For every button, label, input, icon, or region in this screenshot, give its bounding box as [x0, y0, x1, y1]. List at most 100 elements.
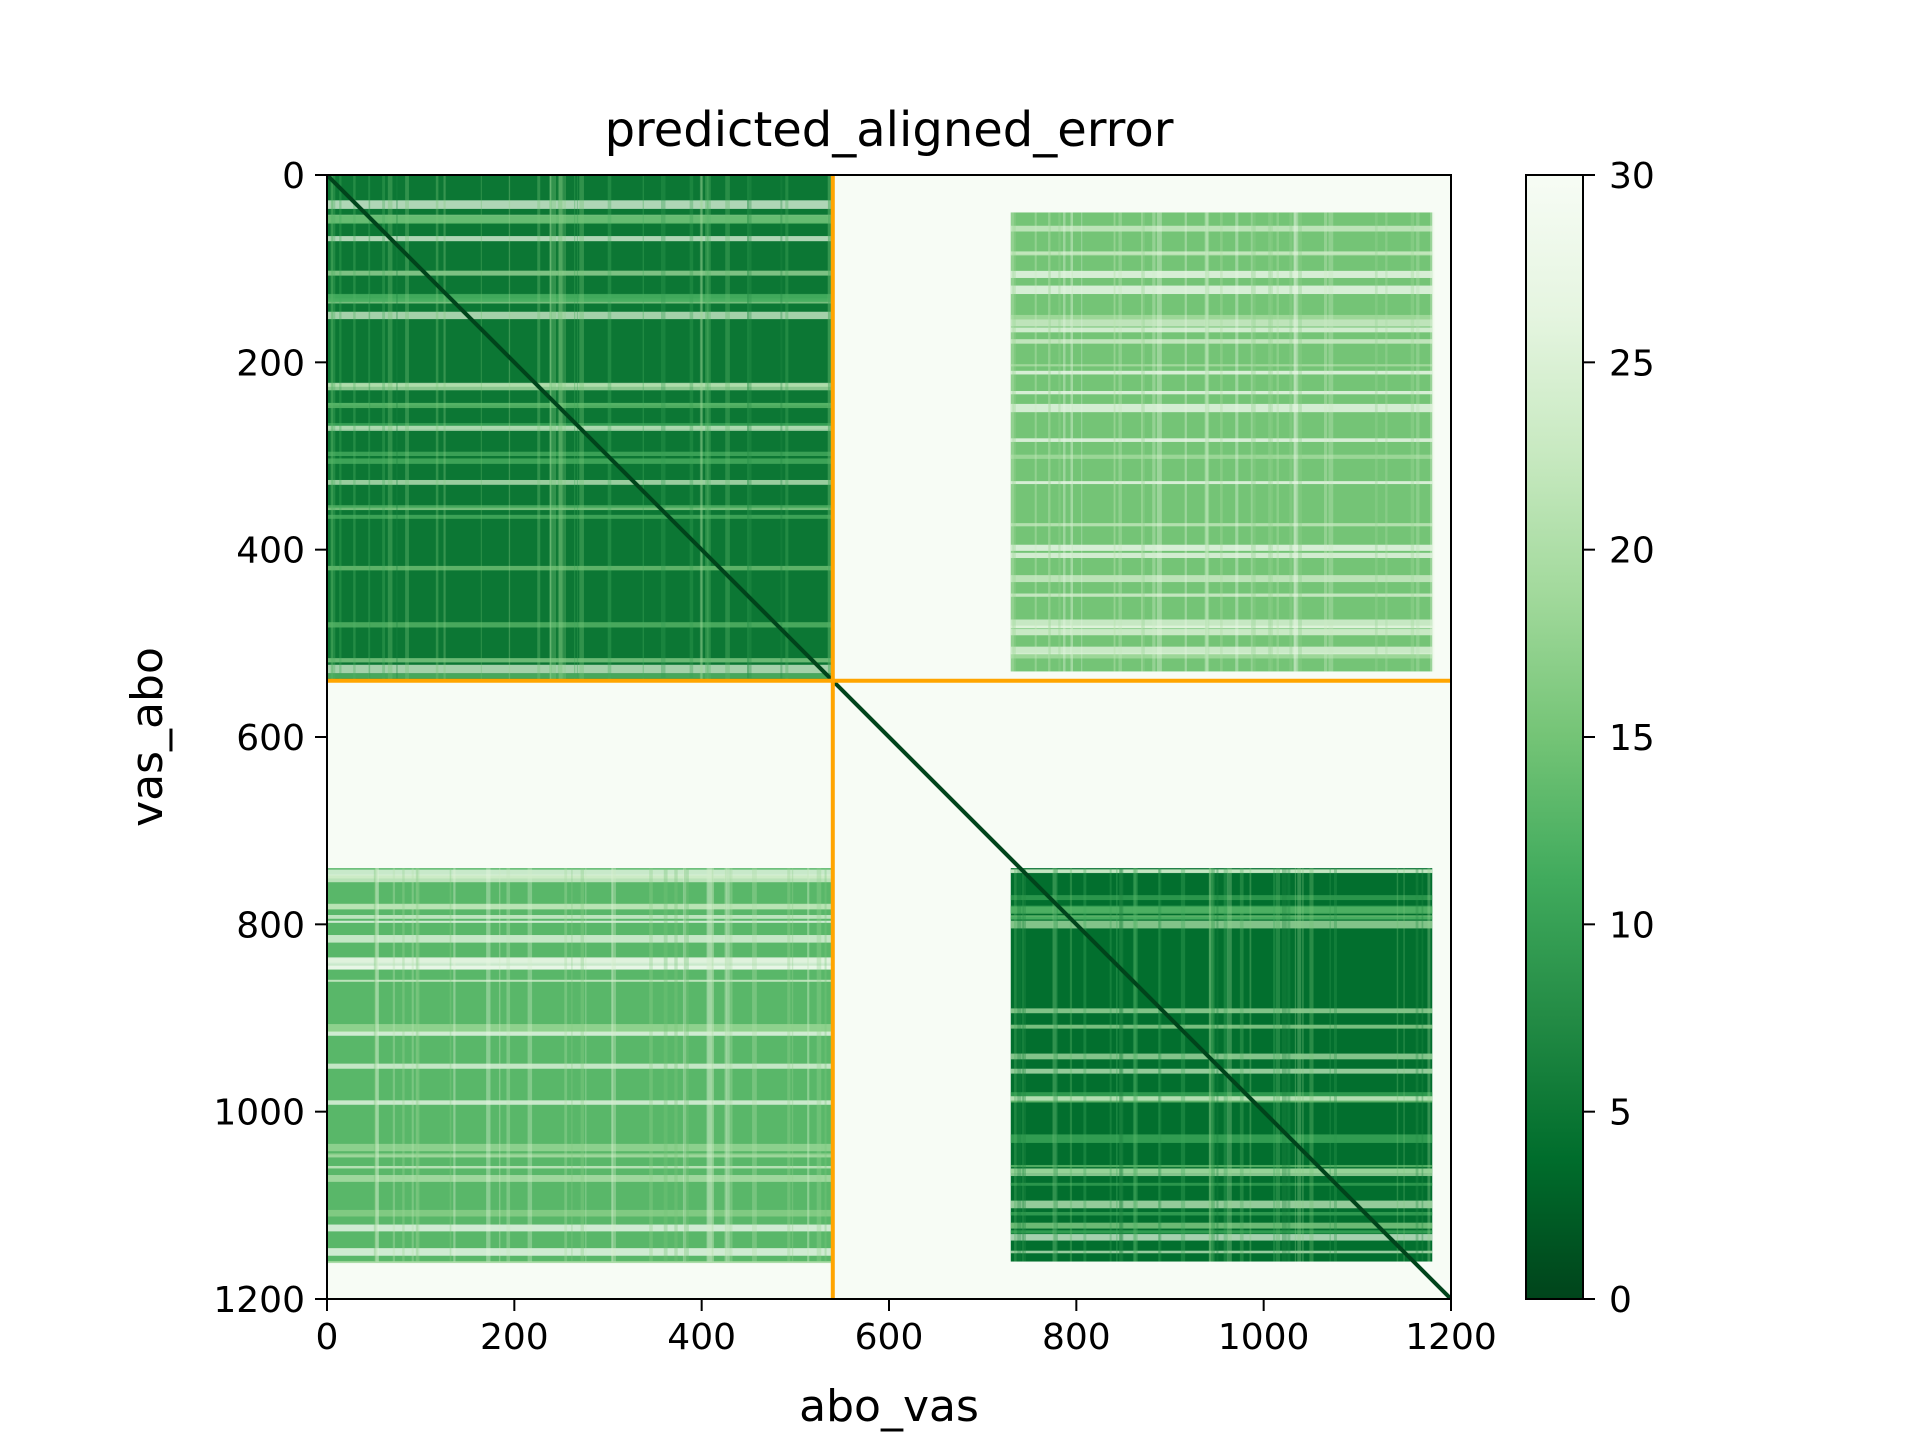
heatmap-stripe-v: [1158, 868, 1162, 1262]
heatmap-stripe-v: [1034, 212, 1037, 672]
heatmap-stripe-v: [374, 868, 379, 1262]
y-axis-label: vas_abo: [122, 647, 173, 827]
heatmap-stripe-v: [1267, 212, 1271, 672]
heatmap-stripe-h: [327, 1260, 833, 1264]
heatmap-stripe-v: [1204, 212, 1208, 672]
heatmap-stripe-h: [327, 622, 833, 628]
heatmap-stripe-h: [327, 451, 833, 457]
heatmap-stripe-v: [1118, 868, 1123, 1262]
heatmap-stripe-v: [387, 175, 393, 681]
heatmap-stripe-v: [1062, 212, 1066, 672]
heatmap-stripe-v: [730, 868, 733, 1262]
x-tick-label: 1000: [1218, 1317, 1310, 1358]
diagonal-line: [327, 175, 1451, 1299]
y-tick-label: 800: [236, 905, 305, 946]
heatmap-stripe-h: [1010, 1053, 1433, 1060]
heatmap-stripe-v: [1223, 868, 1228, 1262]
heatmap-stripe-v: [1421, 868, 1424, 1262]
heatmap-stripe-h: [1010, 319, 1433, 327]
heatmap-stripe-v: [564, 868, 568, 1262]
heatmap-stripe-h: [327, 458, 833, 464]
heatmap-stripe-h: [1010, 339, 1433, 344]
y-tick-label: 0: [282, 156, 305, 197]
plot-area: [327, 175, 1451, 1299]
heatmap-stripe-v: [1294, 868, 1297, 1262]
heatmap-stripe-h: [327, 514, 833, 519]
heatmap-stripe-v: [1294, 212, 1297, 672]
heatmap-stripe-h: [1010, 314, 1433, 320]
heatmap-stripe-h: [1010, 225, 1433, 232]
heatmap-stripe-h: [327, 1209, 833, 1217]
heatmap-stripe-v: [375, 868, 380, 1262]
heatmap-stripe-h: [327, 1165, 833, 1169]
heatmap-stripe-h: [1010, 552, 1433, 559]
heatmap-stripe-h: [1010, 1168, 1433, 1177]
heatmap-stripe-h: [327, 294, 833, 302]
heatmap-stripe-v: [537, 175, 541, 681]
heatmap-stripe-h: [327, 903, 833, 910]
x-tick-label: 600: [855, 1317, 924, 1358]
heatmap-stripe-h: [327, 215, 833, 224]
heatmap-stripe-v: [1385, 212, 1388, 672]
heatmap-stripe-h: [1010, 1200, 1433, 1209]
heatmap-stripe-v: [699, 175, 702, 681]
heatmap-stripe-v: [453, 868, 456, 1262]
heatmap-stripe-v: [1328, 212, 1334, 672]
heatmap-stripe-v: [1275, 868, 1280, 1262]
heatmap-stripe-h: [327, 914, 833, 919]
heatmap-stripe-v: [564, 175, 566, 681]
heatmap-stripe-v: [1297, 868, 1302, 1262]
heatmap-stripe-v: [707, 868, 712, 1262]
heatmap-stripe-h: [1010, 1092, 1433, 1097]
heatmap-stripe-h: [1010, 646, 1433, 655]
heatmap-stripe-h: [327, 270, 833, 276]
colorbar-tick-label: 10: [1609, 905, 1655, 946]
heatmap-stripe-h: [1010, 1230, 1433, 1234]
heatmap-stripe-v: [396, 175, 398, 681]
heatmap-stripe-v: [1132, 868, 1137, 1262]
heatmap-stripe-v: [1048, 212, 1051, 672]
heatmap-stripe-v: [816, 868, 822, 1262]
heatmap-stripe-h: [1010, 390, 1433, 395]
heatmap-stripe-h: [327, 979, 833, 982]
heatmap-stripe-v: [724, 868, 727, 1262]
colorbar: [1525, 174, 1584, 1300]
heatmap-stripe-v: [508, 175, 511, 681]
heatmap-stripe-h: [327, 869, 833, 879]
heatmap-stripe-v: [1273, 868, 1276, 1262]
heatmap-stripe-v: [1010, 212, 1014, 672]
heatmap-stripe-v: [689, 175, 694, 681]
heatmap-stripe-v: [1180, 868, 1186, 1262]
heatmap-stripe-v: [1014, 868, 1017, 1262]
colorbar-tick-label: 20: [1609, 531, 1655, 572]
heatmap-stripe-v: [435, 175, 439, 681]
heatmap-stripe-v: [1070, 212, 1073, 672]
heatmap-stripe-v: [706, 175, 711, 681]
heatmap-stripe-h: [327, 505, 833, 509]
heatmap-stripe-v: [1324, 212, 1328, 672]
heatmap-stripes: [327, 175, 1435, 1264]
heatmap-stripe-v: [785, 175, 789, 681]
heatmap-stripe-h: [327, 1024, 833, 1032]
heatmap-stripe-v: [1141, 212, 1145, 672]
heatmap-stripe-v: [506, 868, 511, 1262]
heatmap-stripe-h: [327, 1063, 833, 1069]
heatmap-stripe-v: [1022, 868, 1026, 1262]
heatmap-stripe-v: [1427, 868, 1431, 1262]
heatmap-stripe-v: [449, 868, 452, 1262]
colorbar-ticks: 0 5 10 15 20 25 30: [1583, 156, 1655, 1321]
heatmap-stripe-v: [573, 175, 576, 681]
heatmap-stripe-h: [1010, 370, 1433, 375]
heatmap-stripe-v: [607, 175, 612, 681]
heatmap-stripe-h: [1010, 629, 1433, 636]
heatmap-stripe-h: [1010, 251, 1433, 256]
heatmap-stripe-h: [327, 673, 833, 679]
heatmap-stripe-v: [1113, 212, 1115, 672]
x-axis-label: abo_vas: [799, 1381, 979, 1432]
heatmap-stripe-h: [1010, 869, 1433, 874]
heatmap-stripe-h: [1010, 327, 1433, 333]
heatmap-stripe-v: [1309, 868, 1314, 1262]
heatmap-stripe-v: [725, 868, 730, 1262]
heatmap-stripe-v: [1184, 212, 1187, 672]
heatmap-stripe-v: [550, 175, 552, 681]
